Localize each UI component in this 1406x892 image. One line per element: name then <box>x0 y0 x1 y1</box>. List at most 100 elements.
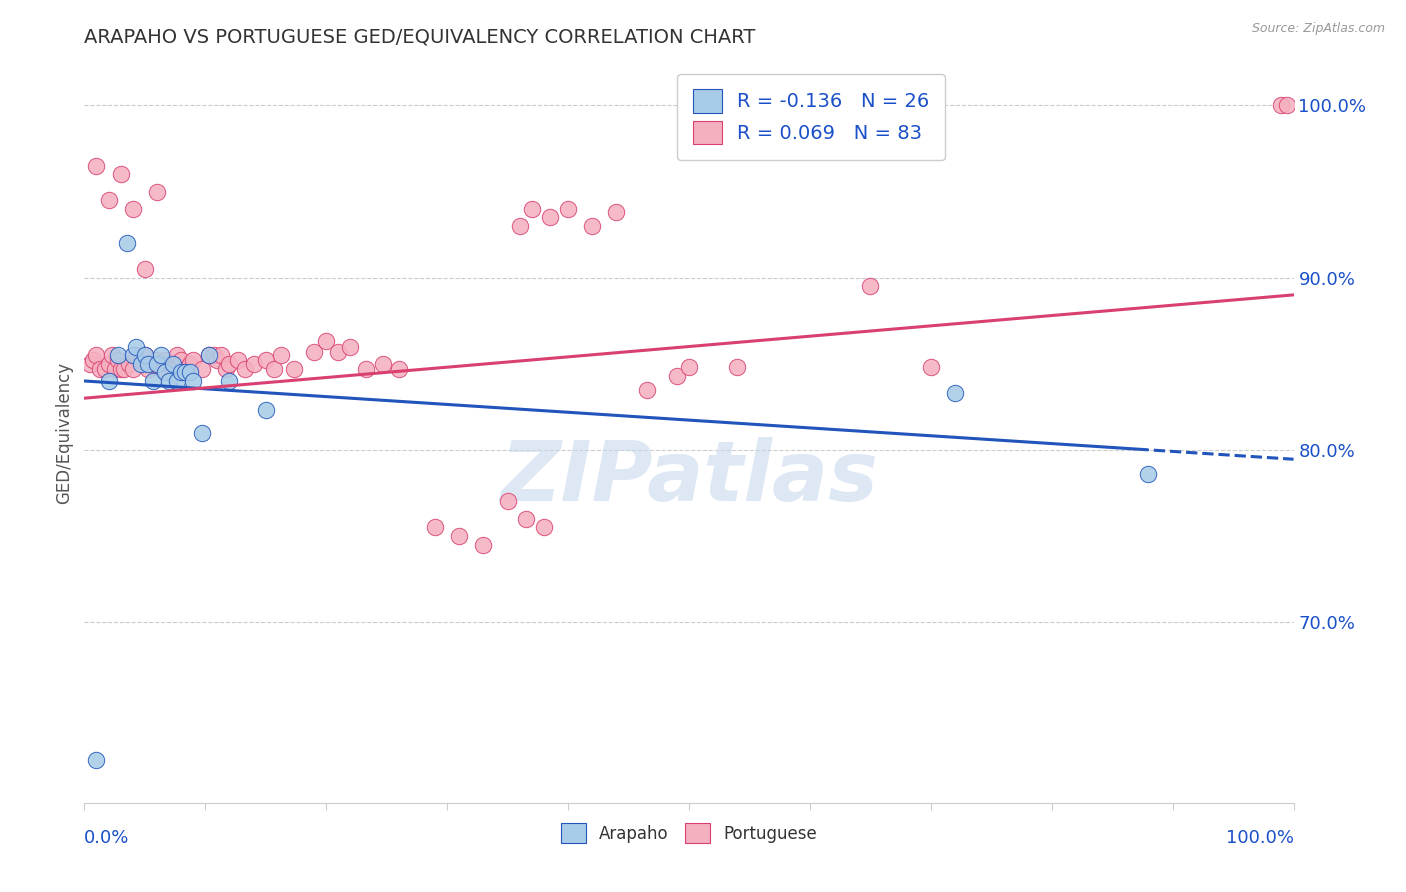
Point <box>101 348 124 362</box>
Point <box>134 348 156 362</box>
Point <box>198 348 221 362</box>
Point <box>226 353 249 368</box>
Point <box>129 357 152 371</box>
Point <box>218 374 240 388</box>
Point <box>155 353 177 368</box>
Text: Source: ZipAtlas.com: Source: ZipAtlas.com <box>1251 22 1385 36</box>
Point <box>665 368 688 383</box>
Point <box>302 344 325 359</box>
Y-axis label: GED/Equivalency: GED/Equivalency <box>55 361 73 504</box>
Point <box>605 205 627 219</box>
Point <box>125 339 148 353</box>
Point <box>1270 98 1292 112</box>
Point <box>581 219 603 233</box>
Text: 100.0%: 100.0% <box>1226 829 1294 847</box>
Point <box>943 386 966 401</box>
Point <box>190 362 212 376</box>
Point <box>170 365 193 379</box>
Point <box>142 374 165 388</box>
Point <box>79 357 101 371</box>
Point <box>157 374 180 388</box>
Point <box>110 362 132 376</box>
Point <box>121 348 143 362</box>
Point <box>920 360 942 375</box>
Point <box>242 357 264 371</box>
Point <box>121 202 143 216</box>
Point <box>449 529 471 543</box>
Text: ZIPatlas: ZIPatlas <box>501 436 877 517</box>
Point <box>104 362 127 376</box>
Point <box>179 357 201 371</box>
Point <box>202 348 225 362</box>
Point <box>218 357 240 371</box>
Text: ARAPAHO VS PORTUGUESE GED/EQUIVALENCY CORRELATION CHART: ARAPAHO VS PORTUGUESE GED/EQUIVALENCY CO… <box>84 28 756 47</box>
Point <box>207 353 229 368</box>
Point <box>339 339 361 353</box>
Point <box>515 512 537 526</box>
Point <box>496 494 519 508</box>
Point <box>138 362 160 376</box>
Point <box>125 348 148 362</box>
Point <box>371 357 394 371</box>
Point <box>254 403 277 417</box>
Point <box>149 348 172 362</box>
Point <box>181 374 204 388</box>
Point <box>162 357 184 371</box>
Point <box>198 348 221 362</box>
Point <box>155 365 177 379</box>
Point <box>142 357 165 371</box>
Point <box>533 520 555 534</box>
Point <box>166 348 188 362</box>
Point <box>423 520 446 534</box>
Point <box>138 357 160 371</box>
Point <box>1277 98 1299 112</box>
Point <box>107 348 129 362</box>
Point <box>170 353 193 368</box>
Point <box>636 383 658 397</box>
Point <box>107 353 129 368</box>
Point <box>97 374 120 388</box>
Point <box>472 537 495 551</box>
Point <box>157 357 180 371</box>
Point <box>86 159 108 173</box>
Point <box>190 425 212 440</box>
Point <box>146 185 169 199</box>
Point <box>166 374 188 388</box>
Point <box>283 362 305 376</box>
Point <box>129 353 152 368</box>
Point <box>520 202 543 216</box>
Point <box>1137 467 1160 481</box>
Point <box>97 357 120 371</box>
Point <box>162 362 184 376</box>
Point <box>209 348 232 362</box>
Point <box>270 348 292 362</box>
Point <box>354 362 377 376</box>
Point <box>134 348 156 362</box>
Point <box>263 362 285 376</box>
Point <box>254 353 277 368</box>
Point <box>173 362 195 376</box>
Point <box>112 362 135 376</box>
Point <box>315 334 337 349</box>
Point <box>149 362 172 376</box>
Point <box>146 353 169 368</box>
Point <box>94 362 117 376</box>
Point <box>388 362 411 376</box>
Point <box>678 360 700 375</box>
Point <box>97 193 120 207</box>
Point <box>725 360 748 375</box>
Point <box>173 365 195 379</box>
Point <box>110 167 132 181</box>
Point <box>86 753 108 767</box>
Legend: Arapaho, Portuguese: Arapaho, Portuguese <box>554 816 824 850</box>
Point <box>859 279 882 293</box>
Point <box>328 344 350 359</box>
Point <box>557 202 579 216</box>
Point <box>233 362 256 376</box>
Point <box>121 362 143 376</box>
Point <box>118 357 141 371</box>
Point <box>538 211 561 225</box>
Point <box>215 362 238 376</box>
Point <box>179 365 201 379</box>
Point <box>181 353 204 368</box>
